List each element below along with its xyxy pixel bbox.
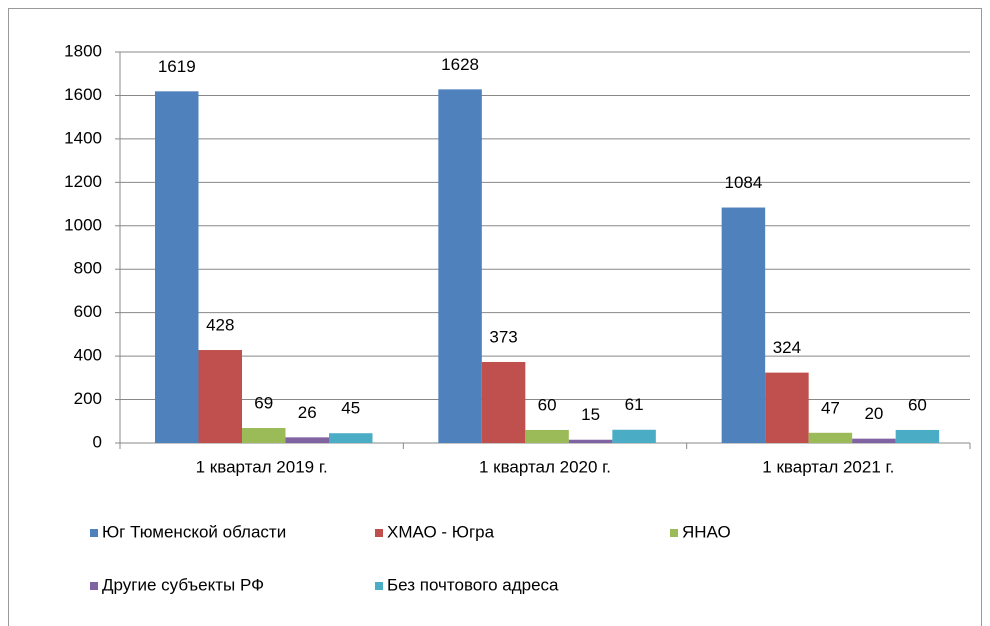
data-label: 428 (206, 316, 234, 335)
legend-swatch (375, 582, 383, 590)
y-tick-label: 1400 (64, 128, 102, 147)
y-tick-label: 400 (74, 346, 102, 365)
legend-label: ЯНАО (682, 522, 731, 541)
data-label: 61 (625, 395, 644, 414)
legend-swatch (670, 529, 678, 537)
y-tick-label: 200 (74, 389, 102, 408)
data-label: 324 (773, 338, 801, 357)
bar (481, 361, 526, 443)
data-label: 45 (341, 399, 360, 418)
y-tick-label: 1200 (64, 172, 102, 191)
legend-swatch (90, 529, 98, 537)
data-label: 20 (864, 404, 883, 423)
bar (285, 437, 329, 443)
y-tick-label: 1600 (64, 85, 102, 104)
bar (808, 432, 853, 443)
bar (568, 439, 613, 443)
data-label: 15 (581, 405, 600, 424)
data-label: 1628 (441, 55, 479, 74)
legend-label: ХМАО - Югра (387, 522, 495, 541)
legend-label: Юг Тюменской области (102, 522, 286, 541)
bar (612, 429, 656, 443)
bar (852, 438, 896, 443)
data-label: 69 (254, 393, 273, 412)
bar (198, 350, 242, 443)
y-tick-label: 0 (93, 432, 102, 451)
y-tick-label: 600 (74, 302, 102, 321)
data-label: 1084 (725, 173, 763, 192)
bar (721, 207, 766, 443)
legend-swatch (375, 529, 383, 537)
bar (438, 89, 482, 444)
data-label: 373 (489, 327, 517, 346)
y-tick-label: 1800 (64, 41, 102, 60)
x-tick-label: 1 квартал 2021 г. (762, 457, 894, 476)
bar (895, 429, 940, 443)
legend-label: Без почтового адреса (387, 575, 559, 594)
bar (242, 428, 286, 443)
x-tick-label: 1 квартал 2020 г. (479, 457, 611, 476)
bar (329, 433, 373, 443)
bar (525, 429, 569, 443)
data-label: 26 (298, 403, 317, 422)
legend-label: Другие субъекты РФ (102, 575, 264, 594)
data-label: 1619 (158, 57, 196, 76)
legend-swatch (90, 582, 98, 590)
bar (155, 91, 199, 443)
bar (765, 372, 809, 443)
data-label: 60 (538, 395, 557, 414)
x-tick-label: 1 квартал 2019 г. (196, 457, 328, 476)
data-label: 60 (908, 395, 927, 414)
data-label: 47 (821, 398, 840, 417)
y-tick-label: 800 (74, 259, 102, 278)
y-tick-label: 1000 (64, 215, 102, 234)
